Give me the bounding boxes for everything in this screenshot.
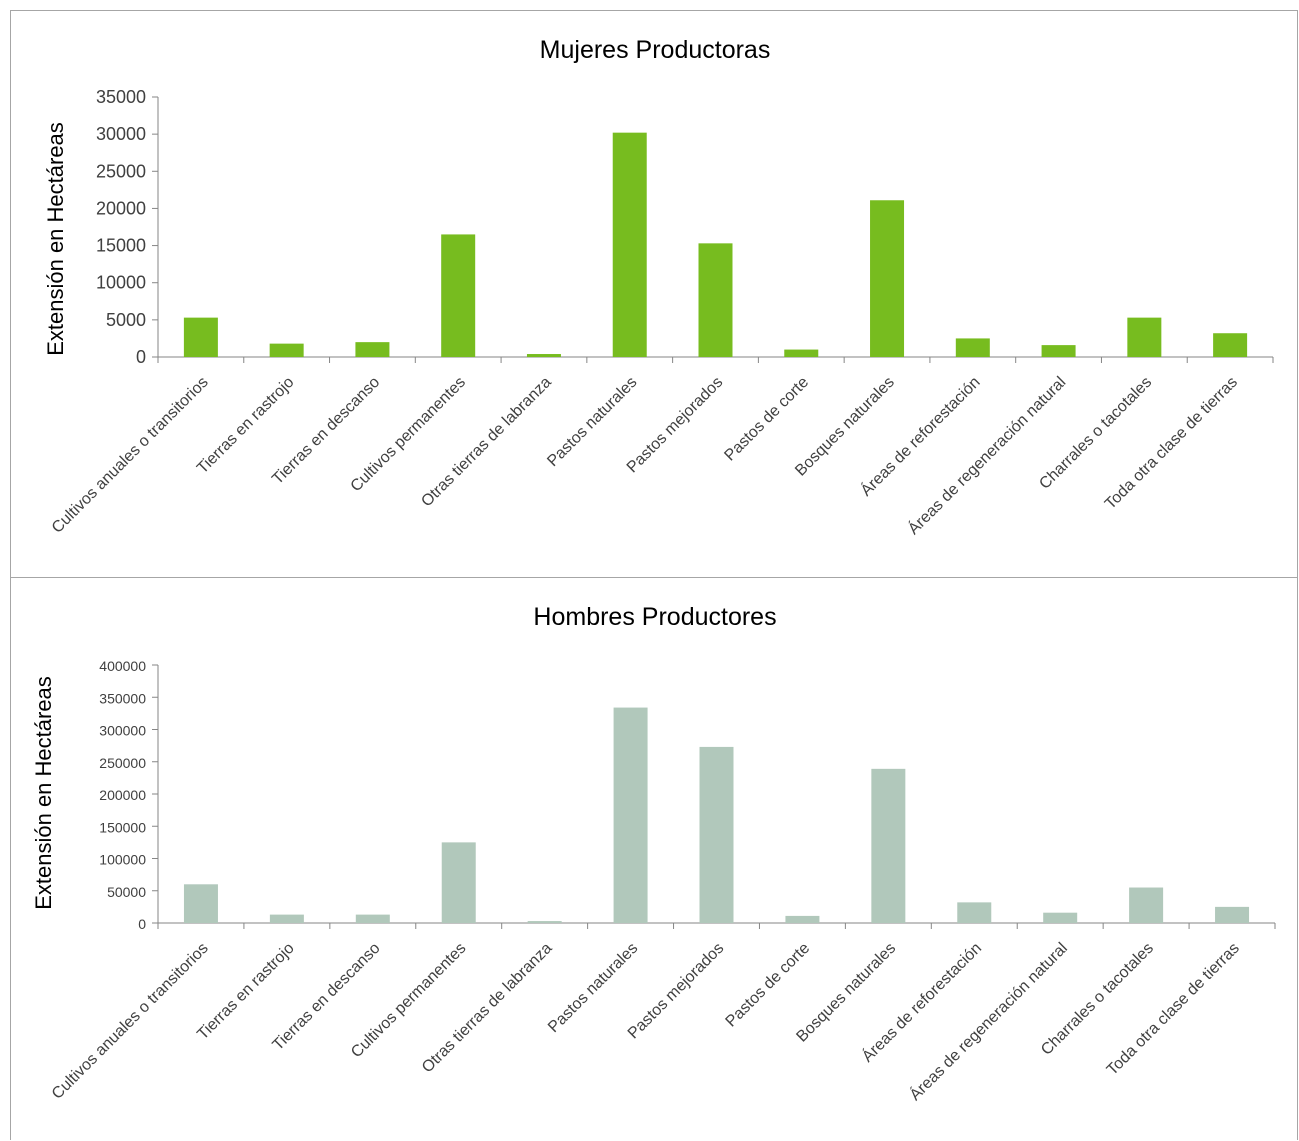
x-tick-label: Tierras en rastrojo (194, 940, 297, 1043)
bar (527, 921, 562, 923)
bar (1129, 887, 1164, 923)
bar (1213, 333, 1248, 357)
bar (355, 914, 390, 923)
bar (612, 132, 647, 357)
x-tick-label: Pastos de corte (723, 940, 814, 1031)
y-tick-label: 15000 (96, 236, 146, 256)
y-tick-label: 10000 (96, 273, 146, 293)
x-tick-label: Áreas de regeneración natural (904, 372, 1070, 538)
x-tick-label: Pastos mejorados (624, 374, 727, 477)
bar (183, 317, 218, 357)
bar (355, 342, 390, 357)
x-tick-label: Cultivos anuales o transitorios (49, 940, 212, 1103)
y-tick-label: 150000 (99, 819, 146, 835)
y-axis-label: Extensión en Hectáreas (31, 676, 56, 910)
x-tick-label: Pastos naturales (544, 374, 640, 470)
bar (957, 902, 992, 923)
bar (1043, 912, 1078, 923)
bar (698, 243, 733, 357)
x-tick-label: Áreas de regeneración natural (905, 938, 1071, 1104)
chart-panel-hombres: Hombres Productores Extensión en Hectáre… (10, 577, 1298, 1140)
bar (441, 234, 476, 357)
bar (870, 200, 905, 357)
bar (526, 354, 561, 357)
y-tick-label: 200000 (99, 787, 146, 803)
bar (785, 915, 820, 923)
y-tick-label: 5000 (106, 310, 146, 330)
chart-hombres: Hombres Productores Extensión en Hectáre… (31, 603, 1276, 1104)
y-tick-label: 50000 (107, 884, 146, 900)
y-tick-label: 0 (138, 916, 146, 932)
bar (1041, 345, 1076, 357)
x-tick-label: Pastos mejorados (625, 940, 728, 1043)
y-tick-label: 400000 (99, 658, 146, 674)
bar (1215, 906, 1250, 923)
y-tick-label: 35000 (96, 87, 146, 107)
y-tick-label: 100000 (99, 852, 146, 868)
plot-area: 0 50000 100000 150000 200000 250000 300000 3500… (49, 658, 1276, 1104)
bar (699, 746, 734, 923)
bar (784, 349, 819, 357)
bar (183, 884, 218, 923)
bar (269, 343, 304, 357)
bar (1127, 317, 1162, 357)
x-tick-label: Pastos de corte (721, 374, 812, 465)
y-tick-label: 300000 (99, 723, 146, 739)
y-tick-label: 0 (136, 347, 146, 367)
y-tick-label: 20000 (96, 198, 146, 218)
chart-panel-mujeres: Mujeres Productoras Extensión en Hectáre… (10, 10, 1298, 578)
y-tick-label: 30000 (96, 124, 146, 144)
plot-area: 0 5000 10000 15000 20000 25000 30000 35000 Culti… (49, 87, 1274, 538)
chart-mujeres: Mujeres Productoras Extensión en Hectáre… (43, 36, 1274, 538)
bar (269, 914, 304, 923)
x-tick-label: Pastos naturales (545, 940, 641, 1036)
y-tick-label: 350000 (99, 690, 146, 706)
bar (955, 338, 990, 357)
x-tick-label: Cultivos anuales o transitorios (49, 374, 212, 537)
chart-title: Hombres Productores (533, 603, 776, 631)
y-tick-label: 250000 (99, 755, 146, 771)
chart-title: Mujeres Productoras (540, 36, 771, 64)
bar (871, 768, 906, 923)
bar (441, 842, 476, 923)
y-axis-label: Extensión en Hectáreas (43, 122, 68, 356)
y-tick-label: 25000 (96, 161, 146, 181)
bar (613, 707, 648, 923)
